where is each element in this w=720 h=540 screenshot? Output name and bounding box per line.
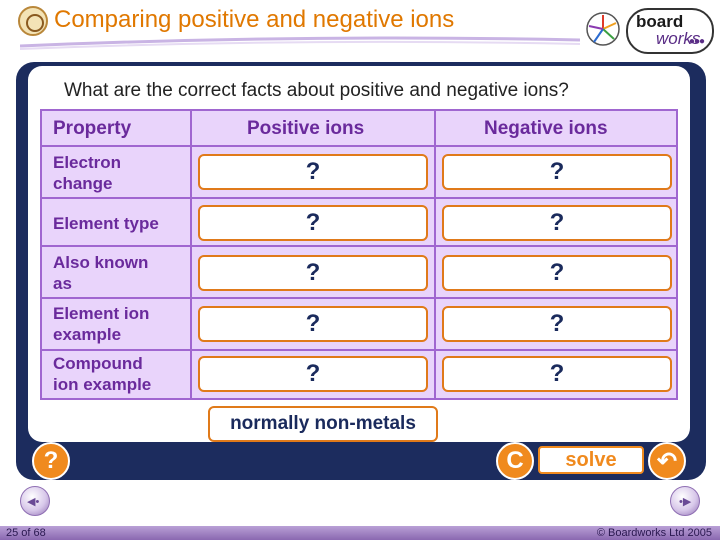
header-cell-negative	[436, 111, 676, 145]
header-property: Property	[53, 118, 132, 139]
answer-slot-negative-element-type[interactable]: ?	[442, 205, 672, 241]
answer-slot-positive-compound-ion-example[interactable]: ?	[198, 356, 428, 392]
answer-slot-positive-element-type[interactable]: ?	[198, 205, 428, 241]
next-slide-button[interactable]: •▶	[670, 486, 700, 516]
previous-slide-button[interactable]: ◀•	[20, 486, 50, 516]
slide-counter: 25 of 68	[6, 527, 46, 539]
answer-slot-positive-element-ion-example[interactable]: ?	[198, 306, 428, 342]
school-crest-icon	[18, 6, 48, 36]
copyright-text: © Boardworks Ltd 2005	[596, 527, 712, 539]
property-label-element-ion-example: Element ion example	[53, 304, 150, 344]
solve-button[interactable]: solve	[538, 446, 644, 474]
previous-arrow-icon: ◀•	[27, 496, 40, 508]
header-cell-positive	[192, 111, 434, 145]
property-label-also-known-as: Also known as	[53, 253, 149, 293]
property-cell	[42, 351, 190, 398]
boardworks-logo: board works ●●●	[626, 8, 714, 54]
answer-slot-positive-also-known-as[interactable]: ?	[198, 255, 428, 291]
footer-bar	[0, 526, 720, 540]
page-title: Comparing positive and negative ions	[54, 6, 455, 33]
header-cell-property	[42, 111, 190, 145]
answer-slot-negative-also-known-as[interactable]: ?	[442, 255, 672, 291]
next-arrow-icon: •▶	[679, 496, 692, 508]
answer-slot-positive-electron-change[interactable]: ?	[198, 154, 428, 190]
property-label-compound-ion-example: Compound ion example	[53, 354, 152, 394]
reset-button[interactable]: C	[496, 442, 534, 480]
header-positive-ions: Positive ions	[247, 118, 365, 139]
property-cell	[42, 299, 190, 349]
property-label-element-type: Element type	[53, 214, 159, 233]
brand-board-text: board	[636, 12, 684, 31]
property-cell	[42, 247, 190, 297]
header-negative-ions: Negative ions	[484, 118, 608, 139]
help-button[interactable]: ?	[32, 442, 70, 480]
brand-works-text: works	[656, 29, 701, 48]
header-swoosh	[20, 36, 580, 50]
question-text: What are the correct facts about positiv…	[64, 80, 569, 101]
ion-comparison-table: Property Positive ions Negative ions Ele…	[40, 109, 678, 400]
answer-slot-negative-compound-ion-example[interactable]: ?	[442, 356, 672, 392]
brand-dots-icon: ●●●	[688, 36, 705, 47]
property-label-electron-change: Electron change	[53, 153, 122, 193]
boardworks-wheel-icon	[586, 12, 620, 46]
undo-button[interactable]: ↶	[648, 442, 686, 480]
answer-slot-negative-element-ion-example[interactable]: ?	[442, 306, 672, 342]
answer-slot-negative-electron-change[interactable]: ?	[442, 154, 672, 190]
draggable-answer-label[interactable]: normally non-metals	[208, 406, 438, 442]
property-cell	[42, 199, 190, 245]
property-cell	[42, 147, 190, 197]
